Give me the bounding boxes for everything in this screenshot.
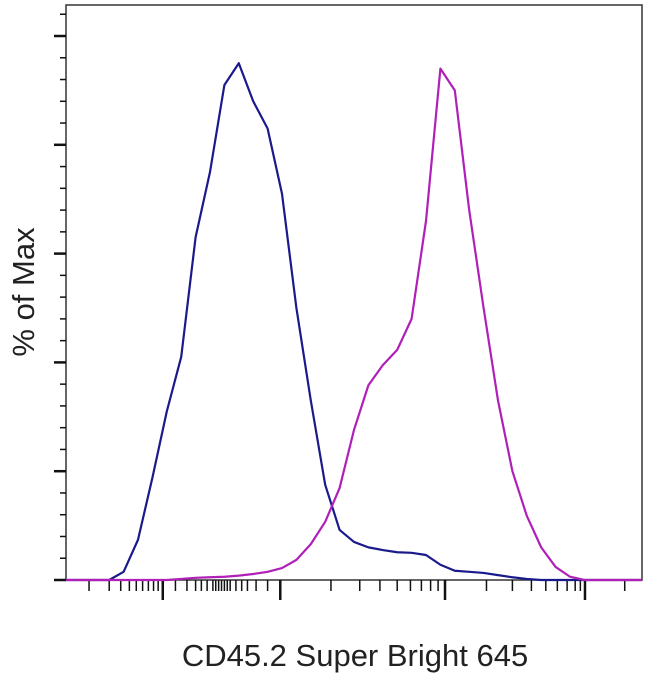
- y-axis-label: % of Max: [6, 227, 41, 357]
- x-axis-label: CD45.2 Super Bright 645: [182, 638, 528, 673]
- histogram-line: [66, 67, 642, 582]
- histogram-line: [66, 62, 642, 582]
- plot-frame: [65, 4, 643, 581]
